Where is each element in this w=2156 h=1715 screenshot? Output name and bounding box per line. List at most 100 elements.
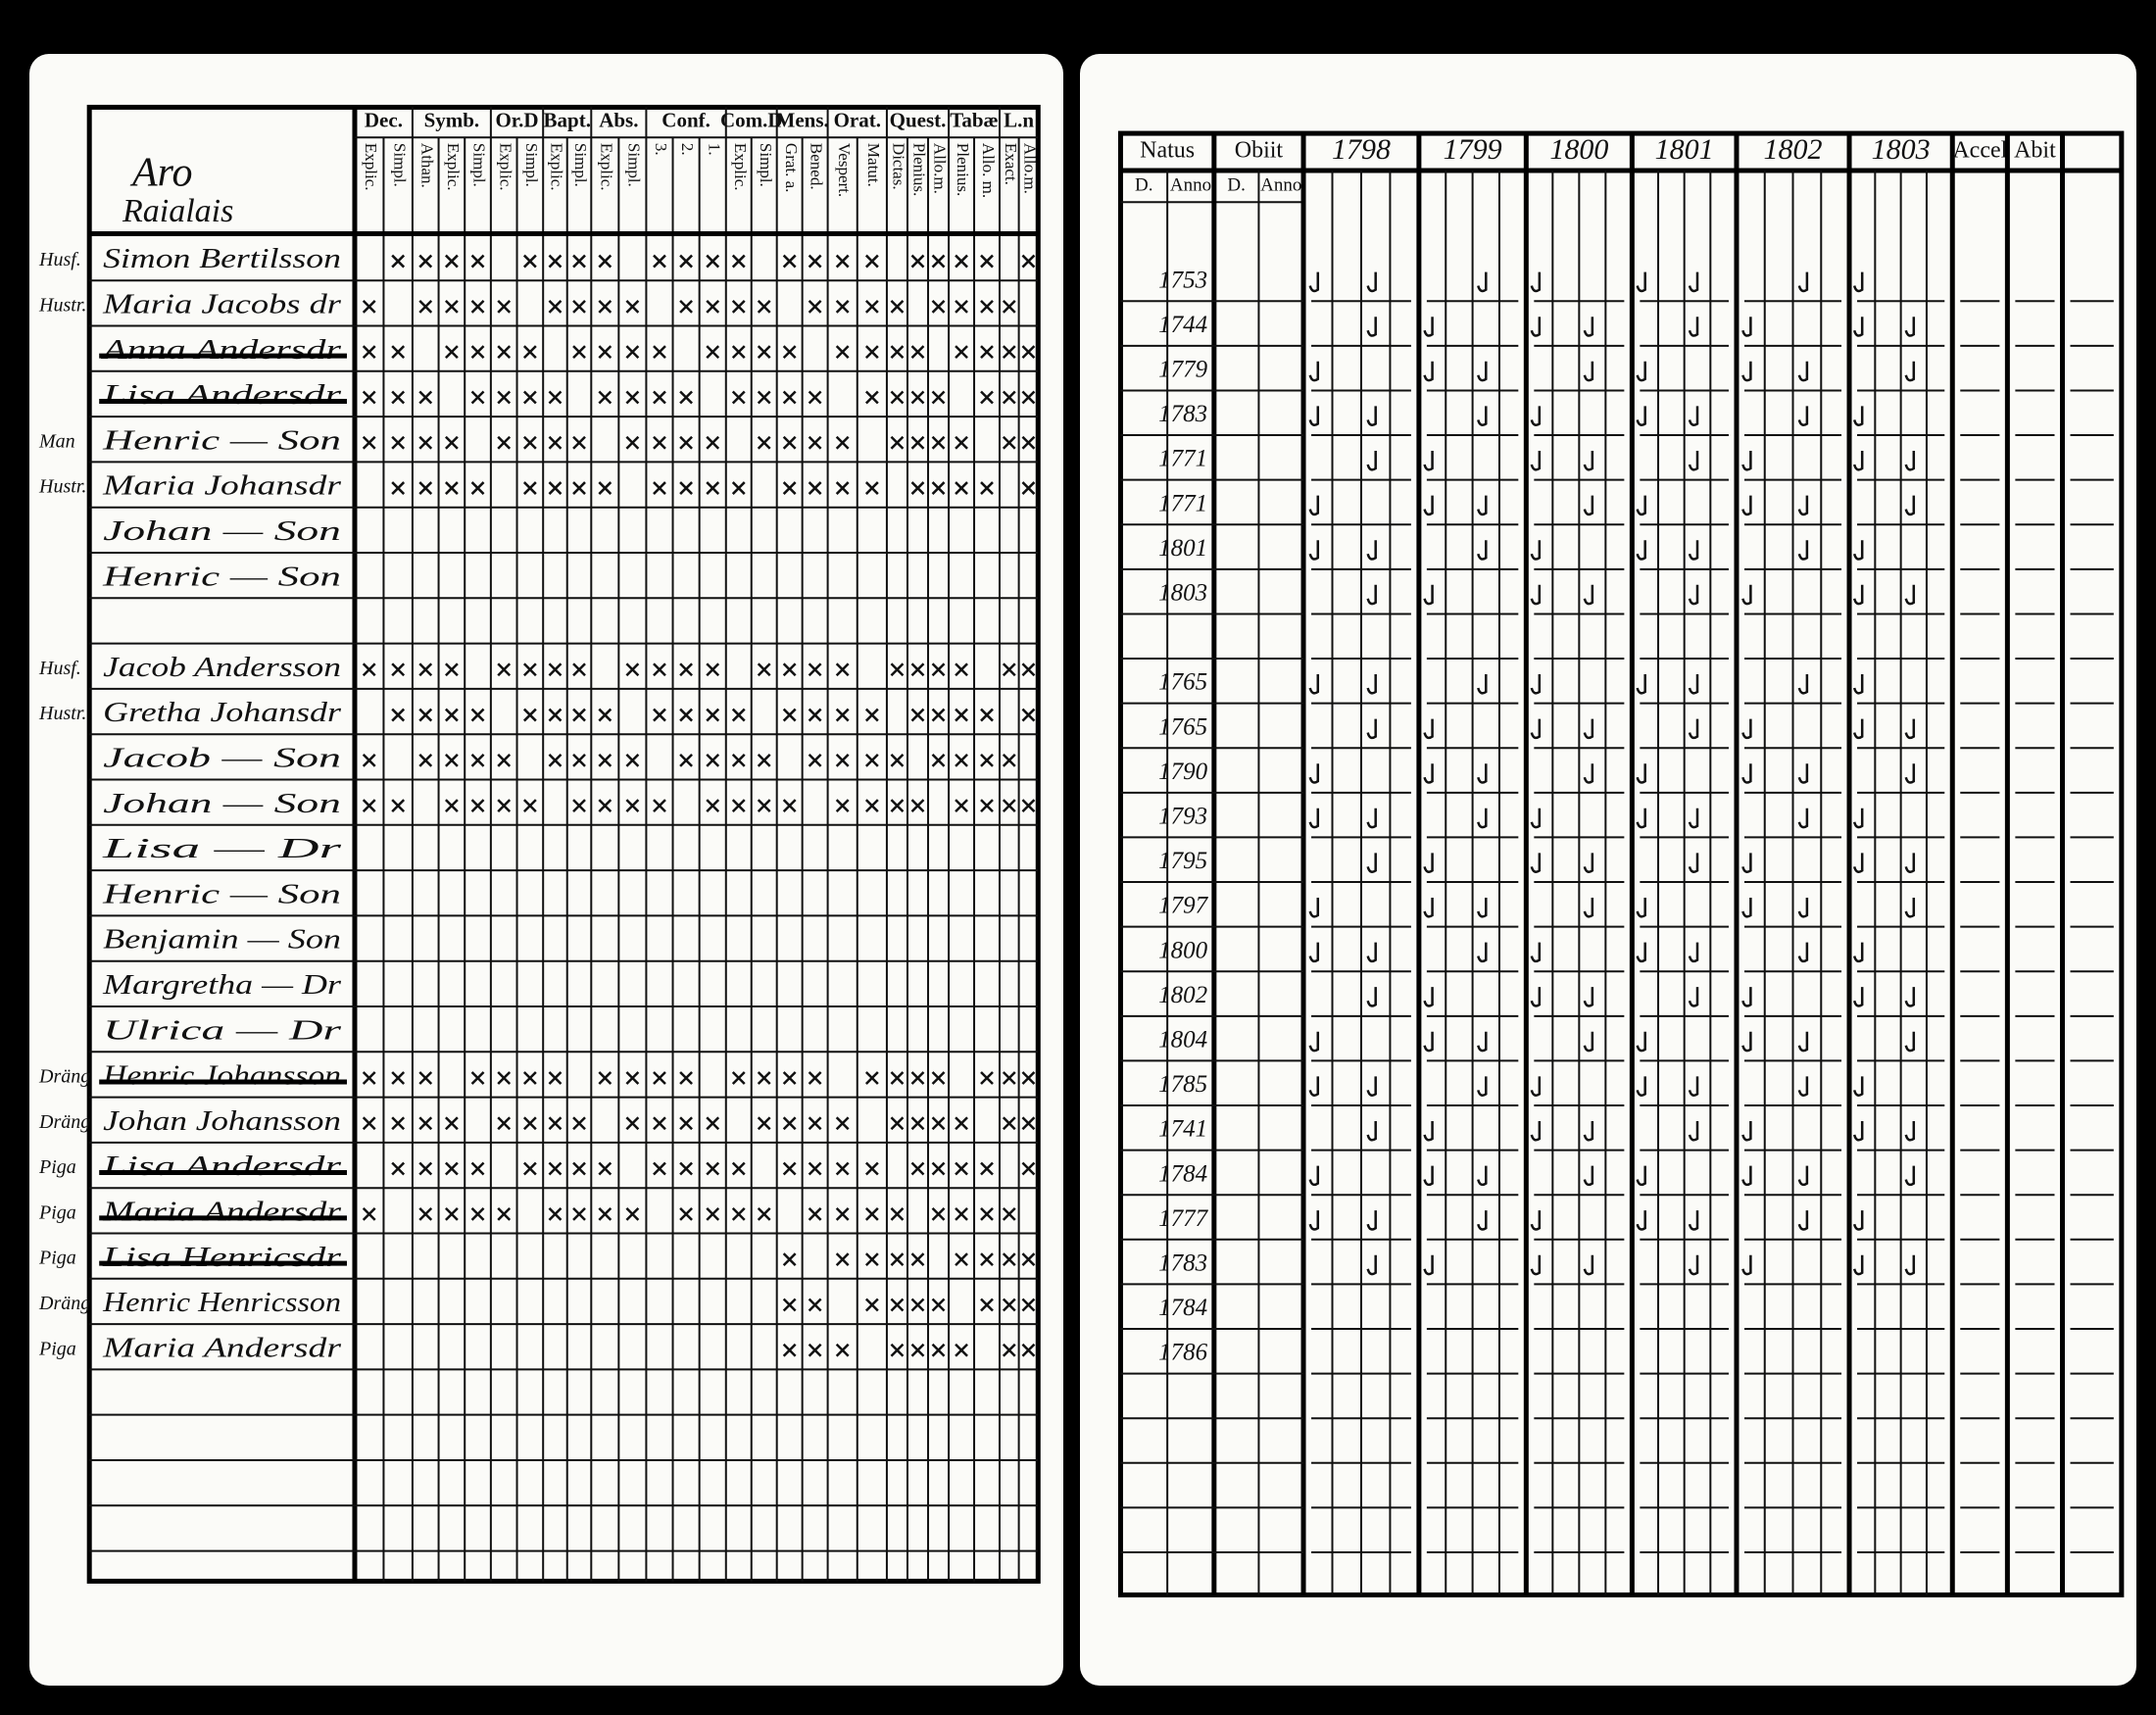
attendance-mark [1477, 540, 1488, 561]
attendance-mark [1688, 942, 1699, 963]
tick-cross [706, 708, 720, 722]
tick-cross [931, 1161, 946, 1176]
attendance-mark [1477, 361, 1488, 382]
attendance-mark [1423, 451, 1434, 471]
tick-cross [955, 254, 968, 269]
row-name: Margretha — Dr [102, 969, 342, 1001]
group-header: L.n [1004, 109, 1034, 132]
tick-cross [757, 799, 771, 813]
tick-cross [522, 254, 537, 269]
tick-cross [980, 753, 994, 767]
tick-cross [808, 1206, 822, 1221]
tick-cross [910, 1161, 925, 1176]
attendance-mark [1688, 1120, 1699, 1142]
tick-cross [890, 799, 905, 813]
attendance-mark [1852, 1254, 1864, 1276]
tick-cross [808, 753, 822, 767]
tick-cross [782, 1298, 797, 1312]
attendance-mark [1308, 406, 1320, 426]
group-header: Symb. [424, 109, 480, 132]
tick-cross [706, 1161, 720, 1176]
tick-cross [955, 1161, 968, 1176]
attendance-mark [1852, 942, 1864, 963]
tick-cross [931, 1298, 946, 1312]
attendance-mark [1904, 1254, 1916, 1276]
tick-cross [890, 1343, 905, 1357]
attendance-mark [1477, 1031, 1488, 1053]
tick-cross [782, 1343, 797, 1357]
tick-cross [835, 435, 850, 450]
tick-cross [931, 1343, 946, 1357]
row-name: Ulrica — Dr [103, 1014, 342, 1046]
attendance-mark [1366, 1076, 1377, 1097]
tick-cross [1002, 435, 1016, 450]
tick-cross [808, 708, 822, 722]
tick-cross [548, 435, 563, 450]
attendance-mark [1423, 987, 1434, 1007]
attendance-mark [1530, 317, 1542, 337]
attendance-mark [1852, 987, 1864, 1007]
tick-cross [362, 753, 376, 767]
attendance-mark [1530, 406, 1542, 426]
attendance-mark [1636, 361, 1646, 382]
subcolumn-header: Bened. [808, 143, 826, 190]
group-header: Tabæ [950, 109, 998, 132]
subcolumn-header: Vespert. [835, 143, 854, 197]
attendance-mark [1530, 718, 1542, 740]
tick-cross [706, 299, 720, 314]
attendance-mark [1477, 897, 1488, 918]
tick-cross [362, 1206, 376, 1221]
tick-cross [362, 1116, 376, 1131]
tick-cross [572, 708, 586, 722]
attendance-mark [1852, 540, 1864, 561]
attendance-mark [1852, 673, 1864, 695]
group-header: 1803 [1872, 133, 1931, 166]
tick-cross [470, 1161, 485, 1176]
attendance-mark [1852, 1210, 1864, 1231]
attendance-mark [1308, 1165, 1320, 1187]
attendance-mark [1852, 317, 1864, 337]
attendance-mark [1688, 540, 1699, 561]
tick-cross [679, 1071, 693, 1085]
attendance-mark [1852, 808, 1864, 829]
tick-cross [679, 390, 693, 405]
tick-cross [572, 1116, 586, 1131]
attendance-mark [1423, 897, 1434, 918]
attendance-mark [1366, 584, 1377, 606]
tick-cross [362, 1071, 376, 1085]
tick-cross [497, 345, 512, 360]
attendance-mark [1852, 718, 1864, 740]
tick-cross [497, 753, 512, 767]
tick-cross [931, 481, 946, 495]
attendance-mark [1583, 897, 1594, 918]
tick-cross [931, 753, 946, 767]
tick-cross [808, 1343, 822, 1357]
tick-cross [1002, 799, 1016, 813]
attendance-mark [1583, 1120, 1594, 1142]
attendance-mark [1583, 1031, 1594, 1053]
subcolumn-header: Explic. [548, 143, 566, 191]
attendance-mark [1583, 584, 1594, 606]
tick-cross [835, 753, 850, 767]
group-header: 1799 [1444, 133, 1502, 166]
subcolumn-header: Simpl. [390, 143, 409, 187]
left-frame [86, 104, 1041, 1584]
tick-cross [679, 1161, 693, 1176]
tick-cross [391, 708, 406, 722]
tick-cross [835, 1252, 850, 1267]
tick-cross [625, 435, 640, 450]
attendance-mark [1636, 942, 1646, 963]
attendance-mark [1423, 361, 1434, 382]
attendance-mark [1904, 361, 1916, 382]
tick-cross [362, 662, 376, 677]
tick-cross [706, 662, 720, 677]
tick-cross [890, 435, 905, 450]
tick-cross [470, 1206, 485, 1221]
tick-cross [980, 1206, 994, 1221]
tick-cross [1021, 481, 1036, 495]
attendance-mark [1852, 584, 1864, 606]
attendance-mark [1797, 1210, 1809, 1231]
tick-cross [1002, 390, 1016, 405]
attendance-mark [1530, 1120, 1542, 1142]
tick-cross [679, 481, 693, 495]
